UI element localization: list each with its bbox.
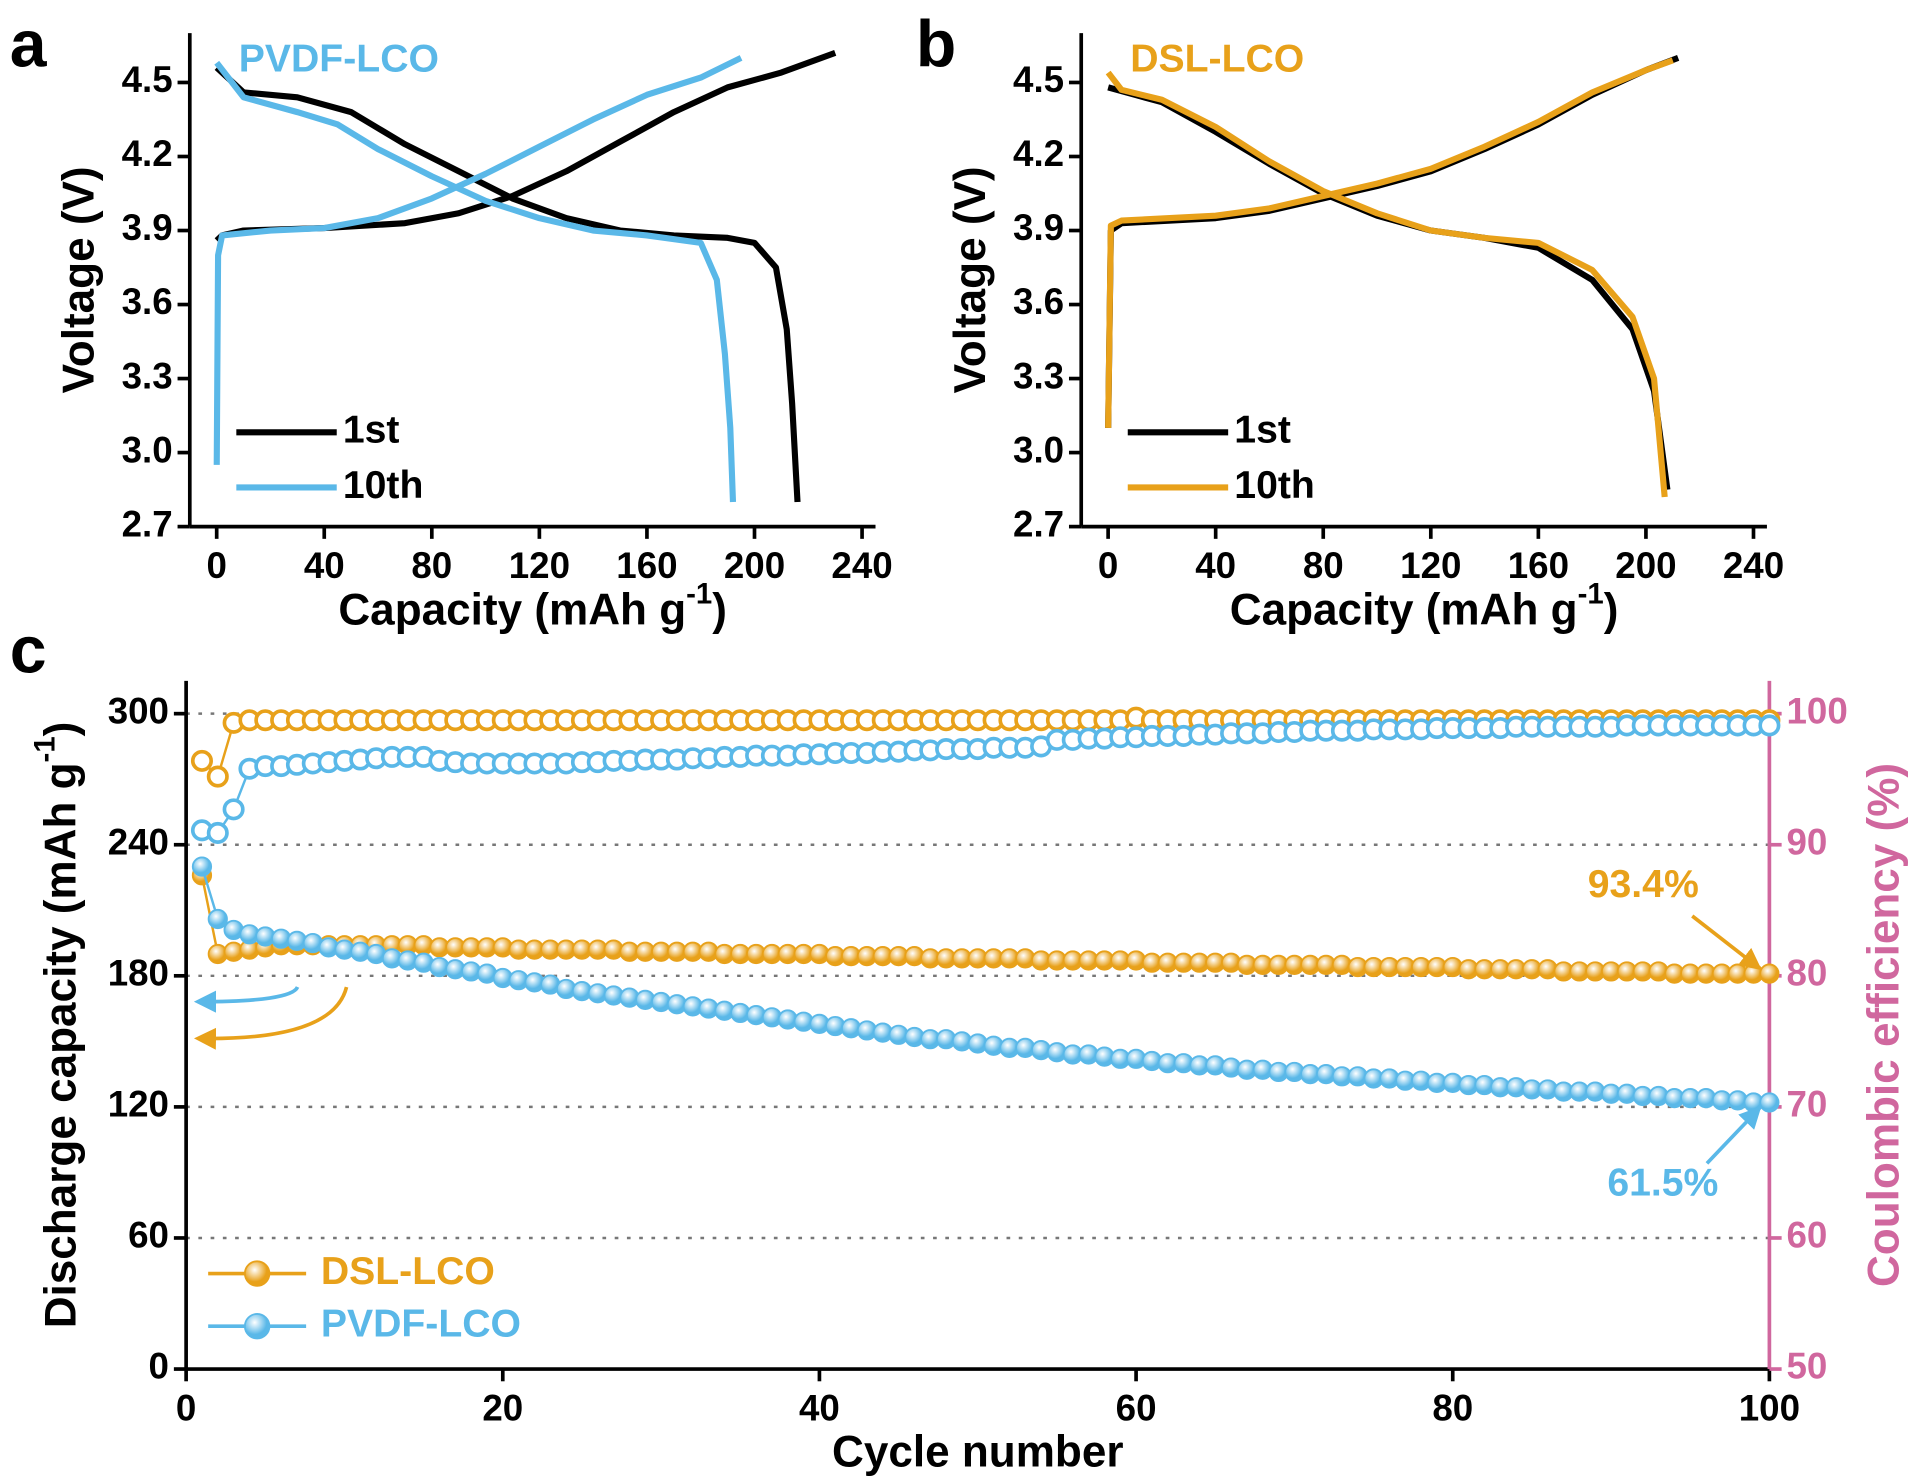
- y2-tick-label: 80: [1787, 953, 1828, 994]
- x-tick-label: 80: [1303, 545, 1344, 586]
- x-tick-label: 240: [831, 545, 892, 586]
- x-axis-label-sup: -1: [1578, 578, 1604, 611]
- x-axis-label-text: Capacity (mAh g: [338, 585, 686, 634]
- y-axis-label-end: ): [36, 722, 85, 737]
- legend-marker: [243, 1313, 271, 1340]
- x-tick-label: 240: [1723, 545, 1784, 586]
- x-tick-label: 80: [411, 545, 452, 586]
- x-axis-label: Capacity (mAh g-1): [338, 578, 727, 634]
- axis-arrow: [193, 986, 349, 1050]
- curve: [213, 55, 743, 465]
- y-tick-label: 3.0: [1013, 429, 1064, 470]
- y2-tick-label: 70: [1787, 1084, 1828, 1125]
- curve: [214, 60, 737, 503]
- x-tick-label: 120: [1400, 545, 1461, 586]
- x-axis-label: Capacity (mAh g-1): [1230, 578, 1619, 634]
- y-tick-label: 3.9: [1013, 207, 1064, 248]
- legend-label: 1st: [343, 409, 400, 452]
- y2-tick-label: 50: [1787, 1346, 1828, 1387]
- x-tick-label: 160: [616, 545, 677, 586]
- y2-tick-label: 90: [1787, 821, 1828, 862]
- panel-label: a: [10, 8, 48, 82]
- x-tick-label: 0: [176, 1387, 196, 1428]
- x-axis-label-end: ): [712, 585, 727, 634]
- x-axis-label: Cycle number: [832, 1427, 1124, 1476]
- y-axis-label-text: Discharge capacity (mAh g: [36, 762, 85, 1328]
- legend-label: DSL-LCO: [321, 1250, 495, 1293]
- data-point: [1759, 1092, 1780, 1113]
- annotation: 93.4%: [1588, 863, 1699, 906]
- data-point: [206, 765, 229, 788]
- data-point: [207, 908, 228, 930]
- y-tick-label: 0: [149, 1346, 169, 1387]
- y2-tick-label: 100: [1787, 690, 1848, 731]
- data-point: [1759, 963, 1780, 984]
- y-tick-label: 3.9: [122, 207, 173, 248]
- y-tick-label: 3.6: [1013, 281, 1064, 322]
- panel-label: b: [916, 8, 956, 82]
- x-tick-label: 40: [304, 545, 345, 586]
- chart-title: PVDF-LCO: [239, 38, 439, 81]
- y-tick-label: 4.2: [1013, 133, 1064, 174]
- y-tick-label: 120: [108, 1084, 169, 1125]
- y2-axis-label: Coulombic efficiency (%): [1860, 763, 1909, 1287]
- y-tick-label: 60: [128, 1215, 169, 1256]
- x-tick-label: 100: [1739, 1387, 1800, 1428]
- legend-label: 10th: [343, 464, 424, 507]
- data-point: [190, 749, 213, 772]
- data-point: [191, 856, 213, 877]
- y-axis-label: Discharge capacity (mAh g-1): [29, 722, 85, 1329]
- x-tick-label: 60: [1116, 1387, 1157, 1428]
- x-tick-label: 0: [1098, 545, 1118, 586]
- axis-arrow: [193, 985, 300, 1013]
- y-tick-label: 3.6: [122, 281, 173, 322]
- legend-marker: [243, 1260, 271, 1287]
- y-tick-label: 300: [108, 690, 169, 731]
- y-tick-label: 180: [108, 953, 169, 994]
- legend-label: 10th: [1234, 464, 1315, 507]
- data-point: [222, 798, 245, 821]
- data-point: [1758, 714, 1781, 737]
- annotation: 61.5%: [1607, 1162, 1718, 1205]
- legend-label: 1st: [1234, 409, 1291, 452]
- x-tick-label: 40: [1195, 545, 1236, 586]
- y-tick-label: 2.7: [1013, 503, 1064, 544]
- series-line: [200, 866, 1770, 1104]
- x-tick-label: 0: [206, 545, 226, 586]
- y-tick-label: 4.5: [1013, 59, 1064, 100]
- x-axis-label-text: Capacity (mAh g: [1230, 585, 1578, 634]
- y-tick-label: 4.5: [122, 59, 173, 100]
- y-tick-label: 3.3: [122, 355, 173, 396]
- y-axis-label: Voltage (V): [55, 166, 104, 393]
- y-axis-label-sup: -1: [29, 736, 62, 762]
- chart-title: DSL-LCO: [1130, 38, 1304, 81]
- y-tick-label: 4.2: [122, 133, 173, 174]
- x-axis-label-sup: -1: [686, 578, 712, 611]
- legend-label: PVDF-LCO: [321, 1303, 521, 1346]
- data-point: [206, 821, 229, 844]
- x-tick-label: 160: [1508, 545, 1569, 586]
- x-tick-label: 40: [799, 1387, 840, 1428]
- panel-label: c: [10, 614, 47, 688]
- curve: [1105, 57, 1674, 428]
- x-tick-label: 200: [1615, 545, 1676, 586]
- x-tick-label: 80: [1432, 1387, 1473, 1428]
- annotation-arrow: [1691, 914, 1762, 971]
- y-tick-label: 240: [108, 821, 169, 862]
- y-tick-label: 3.0: [122, 429, 173, 470]
- annotation-arrow: [1705, 1106, 1762, 1165]
- curve: [1105, 70, 1668, 498]
- x-tick-label: 200: [724, 545, 785, 586]
- y-axis-label: Voltage (V): [946, 166, 995, 393]
- x-axis-label-end: ): [1604, 585, 1619, 634]
- y2-tick-label: 60: [1787, 1215, 1828, 1256]
- x-tick-label: 120: [509, 545, 570, 586]
- y-tick-label: 2.7: [122, 503, 173, 544]
- x-tick-label: 20: [482, 1387, 523, 1428]
- y-tick-label: 3.3: [1013, 355, 1064, 396]
- curve: [214, 65, 801, 503]
